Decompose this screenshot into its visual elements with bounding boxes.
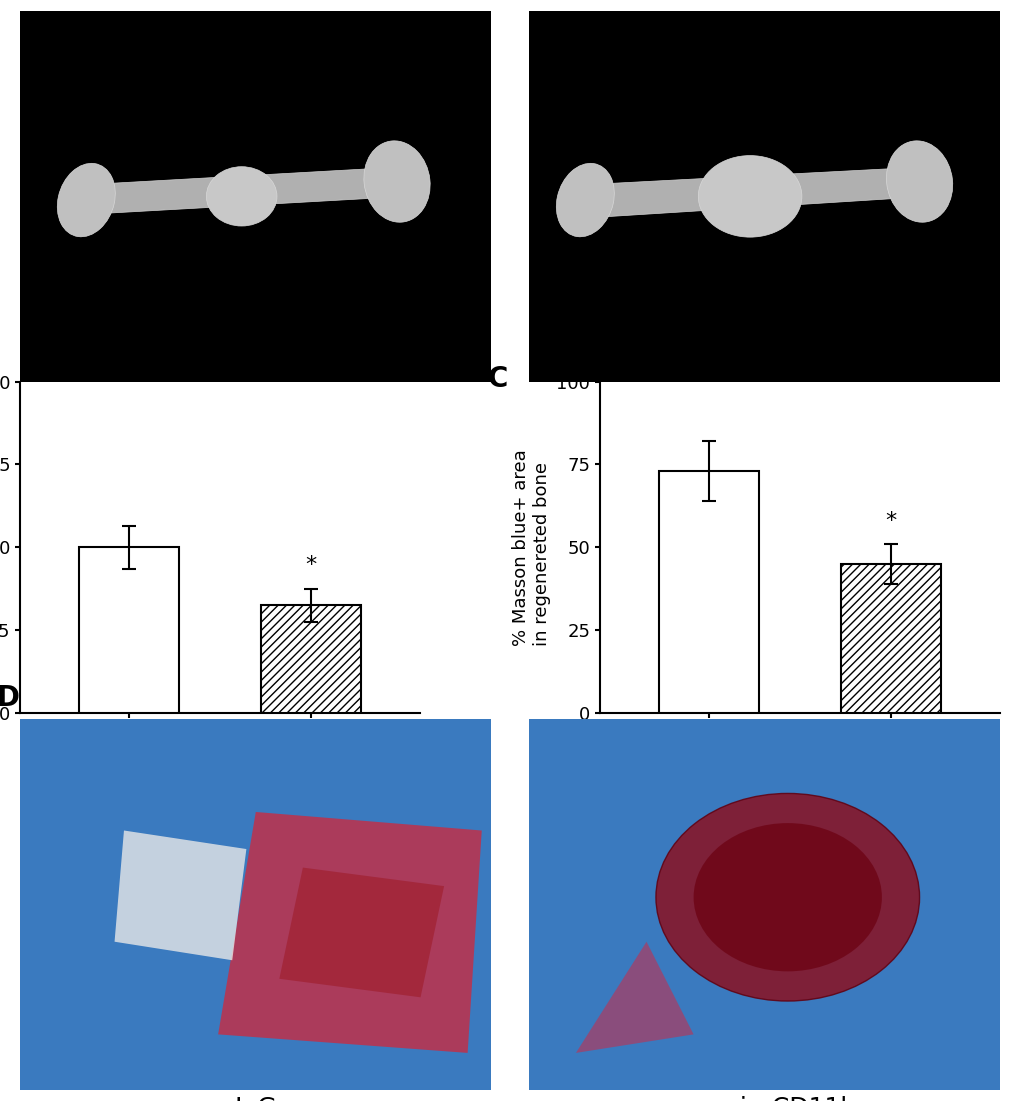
Ellipse shape	[364, 141, 430, 222]
Ellipse shape	[698, 155, 801, 237]
Ellipse shape	[886, 141, 952, 222]
Polygon shape	[114, 830, 247, 960]
Text: C: C	[487, 366, 507, 393]
Polygon shape	[576, 941, 693, 1053]
Ellipse shape	[206, 166, 277, 226]
Circle shape	[655, 794, 919, 1001]
X-axis label: saporin-CD11b: saporin-CD11b	[671, 388, 857, 412]
Bar	[658, 471, 758, 712]
Polygon shape	[576, 166, 928, 219]
X-axis label: IgG: IgG	[234, 388, 277, 412]
Text: *: *	[884, 511, 896, 531]
Y-axis label: % Masson blue+ area
in regenereted bone: % Masson blue+ area in regenereted bone	[512, 449, 550, 645]
X-axis label: IgG: IgG	[234, 1095, 277, 1101]
Bar	[261, 606, 361, 712]
Ellipse shape	[57, 163, 115, 237]
Text: *: *	[305, 555, 316, 576]
Polygon shape	[279, 868, 443, 998]
Bar	[840, 564, 940, 712]
Polygon shape	[218, 811, 481, 1053]
X-axis label: saporin-CD11b: saporin-CD11b	[671, 1095, 857, 1101]
Text: D: D	[0, 684, 19, 712]
Text: A: A	[0, 0, 18, 3]
Bar	[79, 547, 179, 712]
Circle shape	[693, 824, 881, 971]
Polygon shape	[76, 166, 406, 215]
Ellipse shape	[555, 163, 613, 237]
